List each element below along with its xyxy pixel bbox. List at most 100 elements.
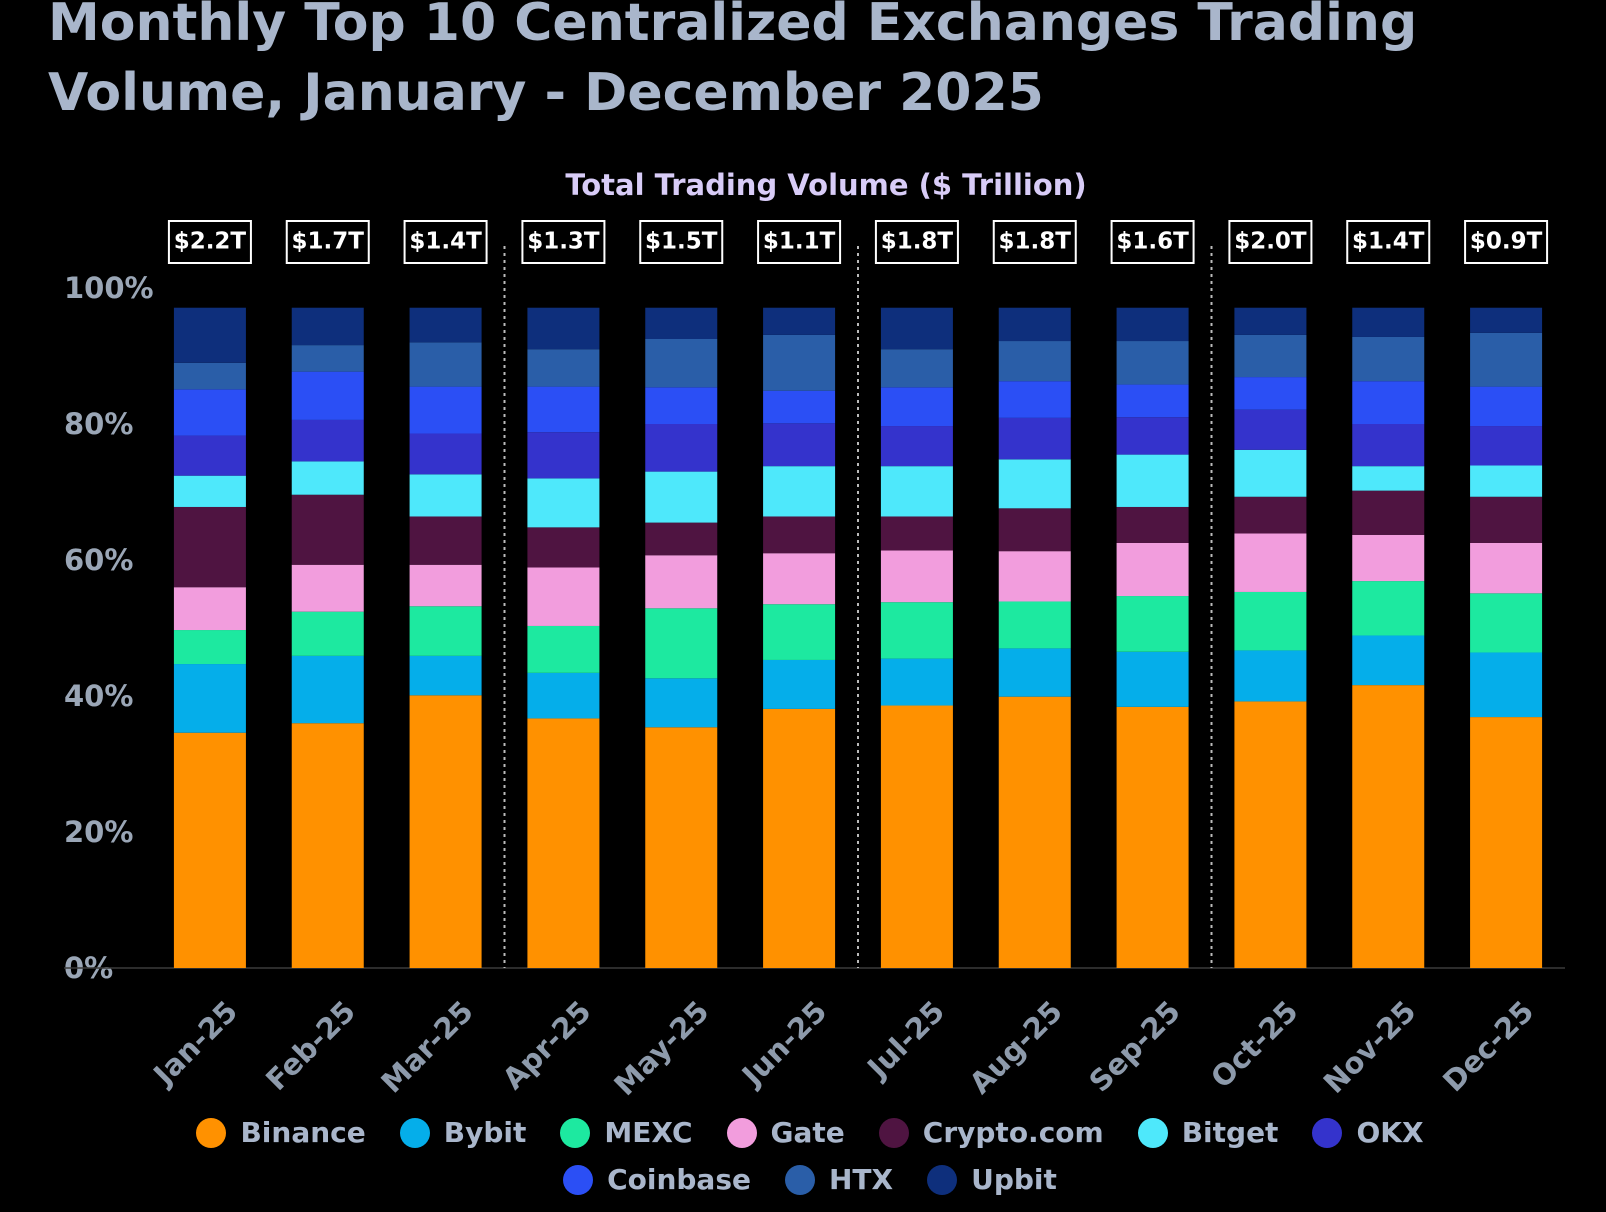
x-tick-label: Feb-25 — [259, 994, 362, 1097]
total-label: $1.4T — [1346, 220, 1431, 264]
legend-swatch — [927, 1164, 958, 1195]
bar-segment — [1234, 496, 1307, 534]
bar-segment — [173, 389, 246, 436]
bar-segment — [1352, 336, 1425, 382]
bar-segment — [527, 527, 600, 568]
bar-segment — [1352, 685, 1425, 968]
bar-segment — [1470, 717, 1543, 968]
total-label: $2.0T — [1228, 220, 1313, 264]
x-tick-label: Jan-25 — [146, 994, 245, 1093]
bar-segment — [527, 625, 600, 673]
total-box — [521, 220, 606, 264]
total-label: $1.4T — [403, 220, 488, 264]
legend-item: Bitget — [1137, 1116, 1278, 1149]
bar-segment — [409, 307, 482, 343]
bar-segment — [1116, 706, 1189, 968]
bar-segment — [645, 387, 718, 424]
legend-item: MEXC — [560, 1116, 693, 1149]
bar-segment — [645, 727, 718, 968]
bar-segment — [1234, 533, 1307, 592]
bar-segment — [291, 494, 364, 565]
bar-segment — [998, 307, 1071, 342]
total-value: $1.7T — [292, 229, 365, 255]
bar-segment — [1116, 651, 1189, 707]
bar-segment — [763, 423, 836, 467]
legend-label: OKX — [1356, 1116, 1424, 1149]
bar-segment — [1352, 466, 1425, 491]
y-tick-label: 20% — [64, 815, 133, 849]
total-value: $1.5T — [645, 229, 718, 255]
bar-segment — [998, 696, 1071, 968]
bar-segment — [173, 630, 246, 665]
x-tick-label: Mar-25 — [374, 994, 479, 1099]
y-tick-label: 40% — [64, 679, 133, 713]
bar-segment — [763, 604, 836, 660]
bar-segment — [998, 601, 1071, 649]
chart-subtitle: Total Trading Volume ($ Trillion) — [565, 168, 1086, 202]
bar-segment — [173, 307, 246, 363]
total-box — [874, 220, 959, 264]
legend-item: Binance — [196, 1116, 366, 1149]
legend-swatch — [563, 1164, 594, 1195]
total-value: $2.2T — [174, 229, 247, 255]
bar-segment — [998, 648, 1071, 697]
total-value: $1.8T — [881, 229, 954, 255]
bar-segment — [880, 602, 953, 659]
x-tick-label: Apr-25 — [496, 994, 598, 1096]
bar-segment — [1116, 417, 1189, 455]
x-tick-label: Aug-25 — [963, 994, 1069, 1100]
bar-segment — [1470, 593, 1543, 653]
bar-segment — [173, 732, 246, 968]
bar-segment — [1234, 591, 1307, 651]
bar-segment — [409, 433, 482, 475]
total-value: $0.9T — [1470, 229, 1543, 255]
bar-segment — [409, 655, 482, 696]
bar-segment — [1116, 341, 1189, 385]
bar-segment — [645, 555, 718, 609]
bar-segment — [291, 345, 364, 372]
legend-label: Bybit — [443, 1116, 527, 1149]
bar-segment — [1116, 543, 1189, 597]
legend-swatch — [784, 1164, 815, 1195]
bar-segment — [1116, 384, 1189, 418]
bar-segment — [1352, 635, 1425, 686]
bar-segment — [291, 611, 364, 656]
legend-swatch — [878, 1117, 909, 1148]
bar-segment — [291, 371, 364, 420]
total-value: $1.4T — [409, 229, 482, 255]
legend-item: Gate — [726, 1116, 845, 1149]
bar-segment — [173, 475, 246, 507]
total-box — [167, 220, 252, 264]
total-value: $1.8T — [999, 229, 1072, 255]
total-label: $1.7T — [285, 220, 370, 264]
legend-label: Coinbase — [607, 1163, 751, 1196]
bar-segment — [763, 659, 836, 709]
bar-segment — [1470, 652, 1543, 718]
bar-segment — [1116, 506, 1189, 543]
legend-item: Crypto.com — [878, 1116, 1104, 1149]
bar-segment — [998, 341, 1071, 382]
total-label: $2.2T — [167, 220, 252, 264]
x-tick-label: Nov-25 — [1317, 994, 1423, 1100]
legend-swatch — [399, 1117, 430, 1148]
bar-segment — [998, 459, 1071, 509]
bar-segment — [173, 664, 246, 733]
total-value: $1.4T — [1352, 229, 1425, 255]
total-box — [757, 220, 842, 264]
bar-segment — [1470, 543, 1543, 594]
y-tick-label: 100% — [64, 271, 154, 305]
bar-segment — [763, 334, 836, 391]
x-tick-label: Jul-25 — [859, 994, 951, 1086]
x-tick-label: Oct-25 — [1204, 994, 1304, 1094]
bar-segment — [1352, 307, 1425, 337]
bar-segment — [1234, 449, 1307, 497]
legend-swatch — [1137, 1117, 1168, 1148]
total-label: $1.5T — [639, 220, 724, 264]
total-label: $1.8T — [992, 220, 1077, 264]
bar-segment — [291, 461, 364, 495]
bar-segment — [880, 516, 953, 551]
bar-segment — [409, 695, 482, 968]
legend-swatch — [560, 1117, 591, 1148]
